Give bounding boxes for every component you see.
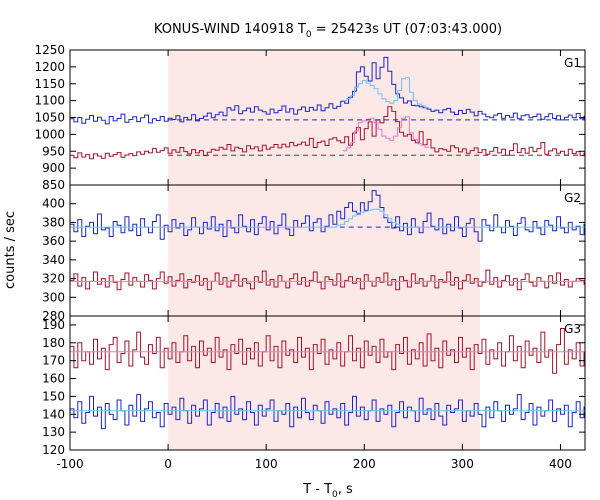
y-tick-label: 140 bbox=[42, 407, 65, 421]
y-tick-label: 320 bbox=[42, 272, 65, 286]
y-tick-label: 1150 bbox=[34, 77, 65, 91]
chart-title: KONUS-WIND 140918 T0 = 25423s UT (07:03:… bbox=[154, 22, 502, 40]
series-g3-blue bbox=[70, 394, 585, 430]
series-g2-dark-red bbox=[70, 269, 585, 291]
series-g1-dark-red bbox=[70, 106, 585, 160]
y-tick-label: 300 bbox=[42, 290, 65, 304]
series-g2-light-blue bbox=[70, 208, 585, 228]
series-g1-light-blue bbox=[342, 77, 429, 108]
y-tick-label: 950 bbox=[42, 144, 65, 158]
series-g3-dark-red bbox=[70, 328, 585, 374]
y-tick-label: 400 bbox=[42, 197, 65, 211]
y-tick-label: 150 bbox=[42, 389, 65, 403]
series-g1-pink bbox=[342, 116, 429, 152]
y-tick-label: 380 bbox=[42, 215, 65, 229]
panel-name-label: G2 bbox=[564, 191, 581, 205]
x-tick-label: 100 bbox=[255, 457, 278, 471]
panel-g1: 850 900 950 1000 1050 1100 1150 1200 1250 G1 bbox=[34, 43, 586, 192]
panel-g3: 120 130 140 150 160 170 180 190 G3 bbox=[42, 315, 586, 457]
y-tick-label: 850 bbox=[42, 178, 65, 192]
y-tick-label: 160 bbox=[42, 372, 65, 386]
series-g2-blue bbox=[70, 190, 585, 242]
y-tick-label: 1200 bbox=[34, 60, 65, 74]
panel-name-label: G1 bbox=[564, 56, 581, 70]
y-tick-label: 340 bbox=[42, 253, 65, 267]
y-tick-label: 190 bbox=[42, 318, 65, 332]
y-axis-label: counts / sec bbox=[3, 211, 18, 289]
y-tick-label: 130 bbox=[42, 425, 65, 439]
x-tick-label: 200 bbox=[353, 457, 376, 471]
x-axis-label: T - T0, s bbox=[302, 482, 353, 500]
x-tick-label: 0 bbox=[164, 457, 172, 471]
x-tick-label: 400 bbox=[549, 457, 572, 471]
y-tick-label: 1100 bbox=[34, 94, 65, 108]
highlight-interval bbox=[168, 50, 481, 450]
x-tick-label: 300 bbox=[451, 457, 474, 471]
y-tick-label: 360 bbox=[42, 234, 65, 248]
plot-area: 850900950100010501100115012001250G128030… bbox=[34, 43, 586, 471]
y-tick-label: 900 bbox=[42, 161, 65, 175]
panel-name-label: G3 bbox=[564, 322, 581, 336]
panel-frame bbox=[69, 315, 586, 451]
y-tick-label: 170 bbox=[42, 354, 65, 368]
y-tick-label: 180 bbox=[42, 336, 65, 350]
y-tick-label: 280 bbox=[42, 309, 65, 323]
y-tick-label: 1000 bbox=[34, 127, 65, 141]
series-g1-blue bbox=[70, 56, 585, 125]
x-tick-label: -100 bbox=[56, 457, 83, 471]
y-tick-label: 1050 bbox=[34, 111, 65, 125]
y-tick-label: 1250 bbox=[34, 43, 65, 57]
y-tick-label: 120 bbox=[42, 443, 65, 457]
